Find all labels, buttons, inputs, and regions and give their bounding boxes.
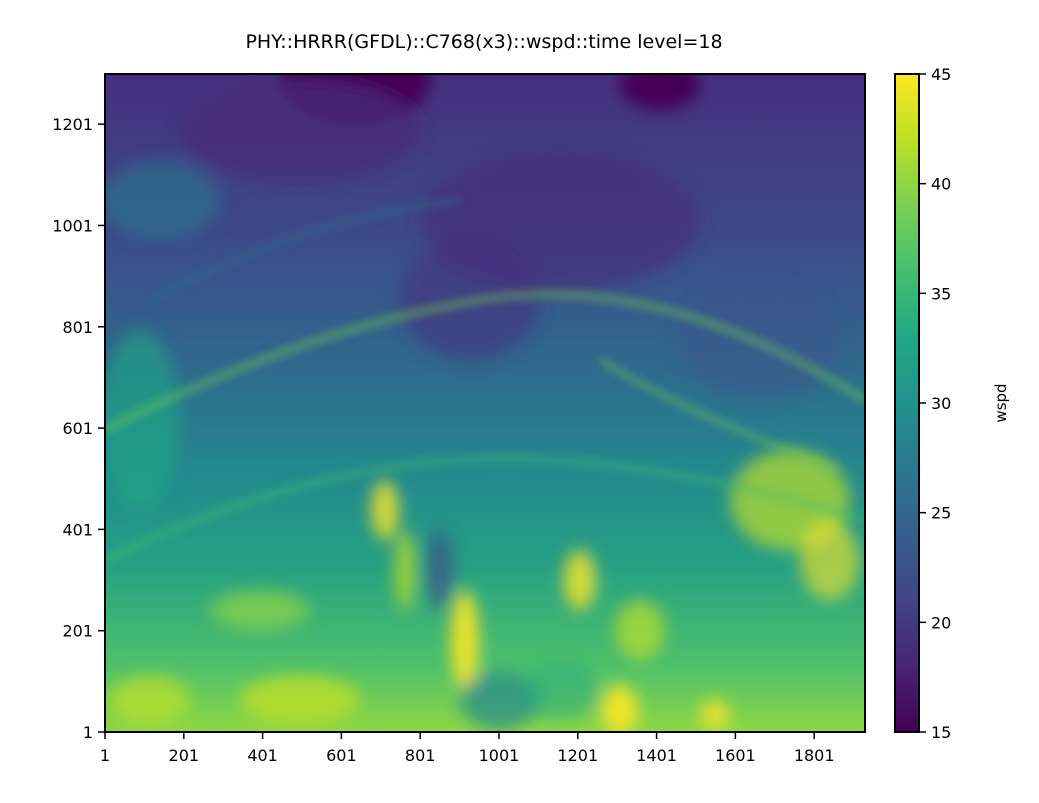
- colorbar-ticks: 15 20 25 30 35 40 45: [919, 65, 951, 742]
- colorbar-tick-label: 20: [931, 613, 951, 632]
- x-tick-label: 1401: [636, 746, 677, 765]
- heatmap-fine-texture: [105, 196, 865, 565]
- x-tick-label: 801: [405, 746, 436, 765]
- x-tick-label: 401: [247, 746, 278, 765]
- colorbar: [894, 73, 920, 733]
- y-tick-label: 1201: [52, 115, 93, 134]
- y-tick-label: 401: [62, 520, 93, 539]
- y-tick-label: 1: [83, 723, 93, 742]
- x-tick-label: 601: [326, 746, 357, 765]
- x-tick-label: 1801: [794, 746, 835, 765]
- x-axis: 1 201 401 601 801 1001 1201 1401 1601 1801: [100, 732, 835, 765]
- plot-area-frame: [104, 73, 866, 733]
- x-tick-label: 1001: [479, 746, 520, 765]
- x-tick-label: 1: [100, 746, 110, 765]
- y-tick-label: 601: [62, 419, 93, 438]
- colorbar-tick-label: 35: [931, 284, 951, 303]
- colorbar-tick-label: 25: [931, 504, 951, 523]
- y-tick-label: 1001: [52, 216, 93, 235]
- heatmap-texture: [105, 74, 860, 732]
- x-tick-label: 1601: [715, 746, 756, 765]
- colorbar-tick-label: 30: [931, 394, 951, 413]
- y-tick-label: 201: [62, 622, 93, 641]
- colorbar-tick-label: 15: [931, 723, 951, 742]
- y-tick-label: 801: [62, 318, 93, 337]
- colorbar-tick-label: 40: [931, 175, 951, 194]
- heatmap-field: [105, 74, 865, 732]
- colorbar-tick-label: 45: [931, 65, 951, 84]
- chart-title: PHY::HRRR(GFDL)::C768(x3)::wspd::time le…: [245, 31, 722, 53]
- colorbar-label: wspd: [992, 383, 1010, 422]
- x-tick-label: 1201: [557, 746, 598, 765]
- x-tick-label: 201: [169, 746, 200, 765]
